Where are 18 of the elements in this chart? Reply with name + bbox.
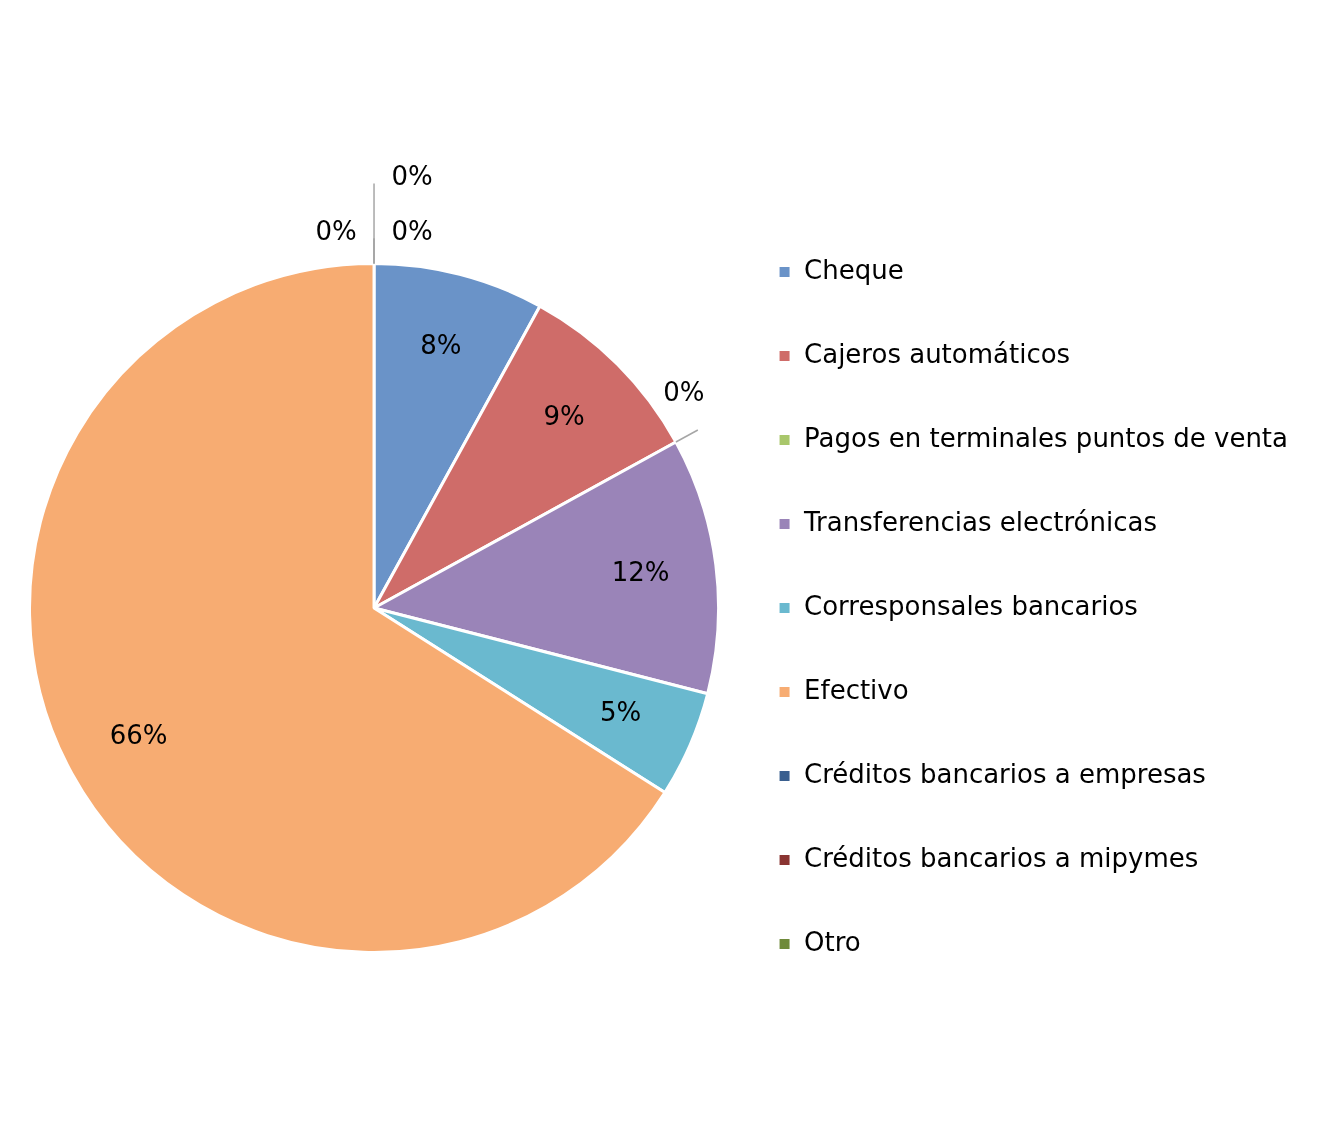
legend-label: Créditos bancarios a empresas — [804, 758, 1206, 789]
legend-label: Pagos en terminales puntos de venta — [804, 422, 1289, 453]
data-label: 9% — [543, 400, 585, 431]
text: 0% — [663, 377, 705, 408]
legend-label: Otro — [804, 926, 861, 957]
legend-label: Cheque — [804, 254, 904, 285]
legend-label: Efectivo — [804, 674, 909, 705]
data-label: 66% — [109, 720, 168, 751]
text: 0% — [315, 216, 357, 247]
legend-label: Corresponsales bancarios — [804, 590, 1138, 621]
data-label: 5% — [600, 697, 642, 728]
text: 0% — [391, 161, 433, 192]
data-label: 12% — [611, 557, 670, 588]
legend-label: Transferencias electrónicas — [803, 506, 1157, 537]
legend-label: Cajeros automáticos — [804, 338, 1071, 369]
data-label: 8% — [420, 330, 462, 361]
text: 0% — [391, 216, 433, 247]
legend-label: Créditos bancarios a mipymes — [804, 842, 1199, 873]
